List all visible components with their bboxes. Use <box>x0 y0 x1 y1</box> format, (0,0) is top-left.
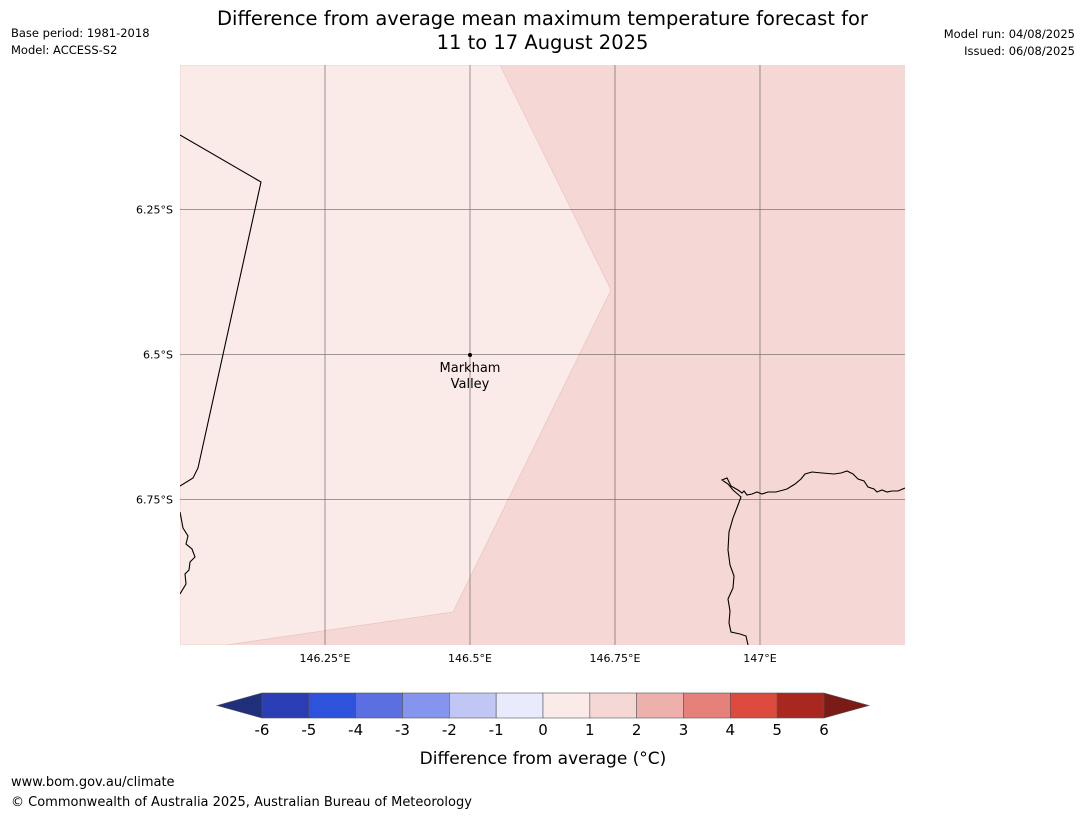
lon-axis-labels: 146.25°E 146.5°E 146.75°E 147°E <box>300 652 777 665</box>
colorbar-tick-label: 4 <box>726 721 736 739</box>
colorbar-tick-label: -1 <box>489 721 504 739</box>
lon-label-146-5: 146.5°E <box>448 652 492 665</box>
colorbar-segments <box>261 692 825 719</box>
colorbar-segment <box>589 692 637 719</box>
lon-label-147: 147°E <box>743 652 776 665</box>
coastline-southeast <box>720 470 905 645</box>
meta-right: Model run: 04/08/2025 Issued: 06/08/2025 <box>944 26 1075 60</box>
colorbar: -6 -5 -4 -3 -2 -1 0 1 2 3 4 5 6 Difference from aver… <box>215 692 871 769</box>
colorbar-tick-label: 2 <box>632 721 642 739</box>
lat-label-6-75: 6.75°S <box>136 494 173 507</box>
colorbar-segment <box>730 692 778 719</box>
place-label-line-1: Markham <box>440 361 501 376</box>
colorbar-tick-label: 3 <box>679 721 689 739</box>
footer-copyright: © Commonwealth of Australia 2025, Austra… <box>11 795 472 810</box>
colorbar-tick-label: 0 <box>538 721 548 739</box>
colorbar-tick-label: -5 <box>301 721 316 739</box>
colorbar-extend-high <box>823 692 871 719</box>
lon-label-146-25: 146.25°E <box>300 652 351 665</box>
colorbar-segment <box>776 692 825 719</box>
place-marker <box>468 353 472 357</box>
title-line-2: 11 to 17 August 2025 <box>436 31 649 54</box>
coastlines <box>180 134 905 645</box>
map-area-0-1 <box>180 65 612 645</box>
base-period: Base period: 1981-2018 <box>11 26 150 40</box>
model-name: Model: ACCESS-S2 <box>11 43 118 57</box>
colorbar-tick-label: 6 <box>819 721 829 739</box>
colorbar-tick-label: 5 <box>772 721 782 739</box>
colorbar-label: Difference from average (°C) <box>420 749 667 769</box>
colorbar-segment <box>449 692 497 719</box>
chart-title: Difference from average mean maximum tem… <box>180 7 905 55</box>
colorbar-segment <box>636 692 684 719</box>
issued-date: Issued: 06/08/2025 <box>964 44 1075 58</box>
colorbar-segment <box>402 692 450 719</box>
place-label-line-2: Valley <box>451 377 490 392</box>
colorbar-segment <box>308 692 356 719</box>
footer-url: www.bom.gov.au/climate <box>11 775 175 790</box>
colorbar-segment <box>261 692 310 719</box>
title-line-1: Difference from average mean maximum tem… <box>217 7 868 30</box>
colorbar-tick-label: -3 <box>395 721 410 739</box>
model-run: Model run: 04/08/2025 <box>943 27 1075 41</box>
border-line-west <box>180 134 262 487</box>
colorbar-segment <box>542 692 591 719</box>
coastline-southwest <box>180 511 196 595</box>
colorbar-tick-label: 1 <box>585 721 595 739</box>
meta-left: Base period: 1981-2018 Model: ACCESS-S2 <box>11 25 150 59</box>
colorbar-tick-label: -4 <box>348 721 363 739</box>
colorbar-extend-low <box>215 692 263 719</box>
lat-label-6-25: 6.25°S <box>136 204 173 217</box>
colorbar-segment <box>683 692 731 719</box>
colorbar-segment <box>495 692 544 719</box>
colorbar-tick-label: -6 <box>255 721 270 739</box>
colorbar-ticks: -6 -5 -4 -3 -2 -1 0 1 2 3 4 5 6 <box>255 721 829 739</box>
lat-axis-labels: 6.25°S 6.5°S 6.75°S <box>136 204 173 507</box>
lon-label-146-75: 146.75°E <box>590 652 641 665</box>
colorbar-tick-label: -2 <box>442 721 457 739</box>
lat-label-6-5: 6.5°S <box>143 349 173 362</box>
colorbar-segment <box>355 692 403 719</box>
